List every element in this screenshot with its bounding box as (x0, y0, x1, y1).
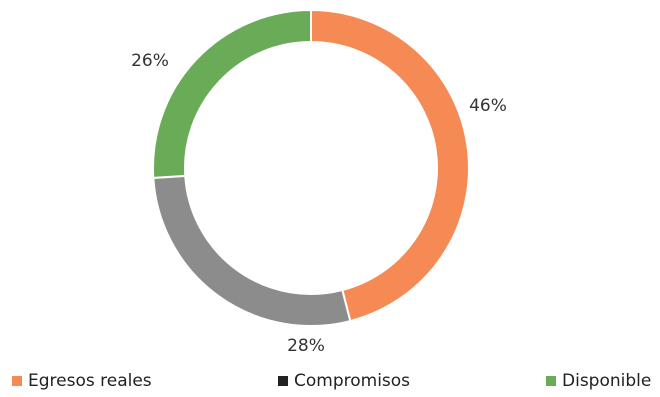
data-label-egresos-reales: 46% (469, 96, 507, 116)
legend-item-egresos-reales: Egresos reales (12, 371, 152, 391)
donut-slice-disponible (152, 8, 312, 179)
legend-label-egresos-reales: Egresos reales (28, 371, 152, 391)
legend-swatch-egresos-reales (12, 376, 22, 386)
legend-item-disponible: Disponible (546, 371, 651, 391)
legend-swatch-compromisos (278, 376, 288, 386)
legend-swatch-disponible (546, 376, 556, 386)
data-label-disponible: 26% (131, 51, 169, 71)
legend-label-disponible: Disponible (562, 371, 652, 391)
donut-slice-compromisos (152, 174, 352, 327)
legend-label-compromisos: Compromisos (294, 371, 411, 391)
donut-slice-egresos-reales (310, 8, 470, 323)
legend-item-compromisos: Compromisos (278, 371, 410, 391)
data-label-compromisos: 28% (287, 336, 325, 356)
